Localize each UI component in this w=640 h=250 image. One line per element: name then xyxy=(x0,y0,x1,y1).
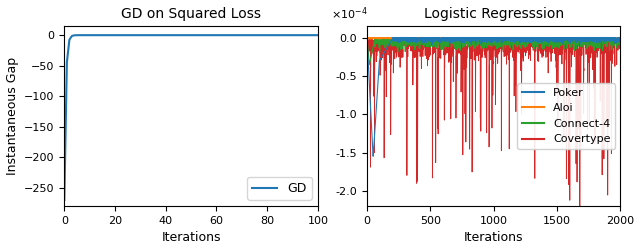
Covertype xyxy=(576,205,584,208)
Aloi xyxy=(363,36,371,39)
Connect-4 xyxy=(458,41,465,44)
Aloi xyxy=(377,36,385,39)
Connect-4 xyxy=(363,36,371,39)
X-axis label: Iterations: Iterations xyxy=(464,232,524,244)
Poker xyxy=(386,42,394,45)
Title: GD on Squared Loss: GD on Squared Loss xyxy=(121,7,261,21)
Text: $\times10^{-4}$: $\times10^{-4}$ xyxy=(332,6,368,22)
Covertype xyxy=(369,43,376,46)
Covertype xyxy=(457,90,465,94)
Legend: GD: GD xyxy=(247,177,312,200)
Covertype xyxy=(616,42,624,45)
Aloi xyxy=(385,36,393,39)
Line: Covertype: Covertype xyxy=(367,38,620,206)
X-axis label: Iterations: Iterations xyxy=(161,232,221,244)
Connect-4 xyxy=(369,48,376,50)
Connect-4 xyxy=(616,38,624,42)
Poker xyxy=(377,57,385,60)
Poker xyxy=(363,36,371,39)
Poker xyxy=(458,36,465,39)
Aloi xyxy=(369,36,376,39)
Covertype xyxy=(515,37,523,40)
Aloi xyxy=(616,37,624,40)
Covertype xyxy=(572,45,579,48)
Connect-4 xyxy=(377,40,385,43)
Line: Connect-4: Connect-4 xyxy=(367,38,620,64)
Poker xyxy=(369,155,377,158)
Aloi xyxy=(457,36,465,39)
Line: Poker: Poker xyxy=(367,38,620,156)
Connect-4 xyxy=(515,36,523,39)
Covertype xyxy=(385,38,393,42)
Y-axis label: Instantaneous Gap: Instantaneous Gap xyxy=(6,57,19,175)
Connect-4 xyxy=(572,37,579,40)
Poker xyxy=(616,37,624,40)
Poker xyxy=(369,145,376,148)
Aloi xyxy=(571,38,579,41)
Covertype xyxy=(363,40,371,43)
Connect-4 xyxy=(365,63,373,66)
Poker xyxy=(515,40,523,42)
Poker xyxy=(572,36,579,39)
Covertype xyxy=(533,36,541,39)
Aloi xyxy=(572,36,579,39)
Title: Logistic Regresssion: Logistic Regresssion xyxy=(424,7,564,21)
Legend: Poker, Aloi, Connect-4, Covertype: Poker, Aloi, Connect-4, Covertype xyxy=(517,83,615,149)
Connect-4 xyxy=(386,38,394,42)
Aloi xyxy=(515,37,523,40)
Line: Aloi: Aloi xyxy=(367,38,620,40)
Covertype xyxy=(377,38,385,41)
